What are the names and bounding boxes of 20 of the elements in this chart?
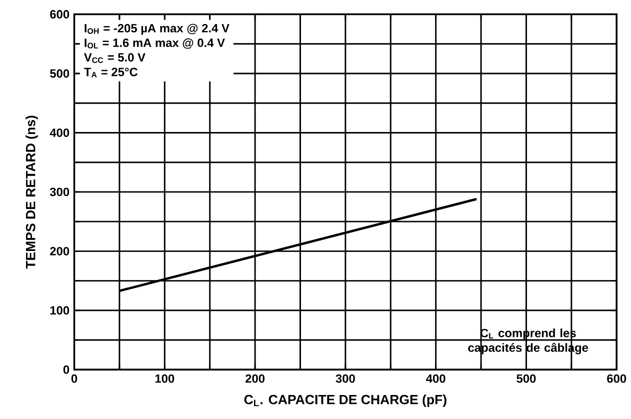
x-tick-label: 100 [155, 374, 174, 383]
x-tick-label: 500 [516, 374, 536, 383]
y-tick-label: 200 [50, 247, 70, 256]
y-tick-label: 600 [50, 10, 70, 19]
annotation: V$_{CC}$ = 5.0 V [84, 53, 146, 64]
x-tick-label: 0 [71, 374, 78, 383]
y-tick-label: 100 [50, 306, 70, 315]
annotation: T$_{A}$ = 25°C [84, 68, 138, 78]
annotation: I$_{OH}$ = -205 µA max @ 2.4 V [84, 24, 230, 35]
y-tick-label: 0 [63, 366, 70, 374]
y-tick-label: 300 [50, 188, 70, 196]
y-tick-label: 400 [50, 128, 70, 138]
x-tick-label: 400 [426, 374, 446, 383]
x-tick-label: 200 [246, 374, 265, 383]
x-tick-label: 600 [607, 374, 626, 383]
y-tick-label: 500 [50, 69, 70, 78]
x-axis-title: C$_{L}$. CAPACITE DE CHARGE (pF) [244, 394, 446, 408]
y-axis-title: TEMPS DE RETARD (ns) [26, 116, 38, 269]
annotation: I$_{OL}$ = 1.6 mA max @ 0.4 V [84, 38, 225, 49]
x-tick-label: 300 [336, 374, 355, 383]
